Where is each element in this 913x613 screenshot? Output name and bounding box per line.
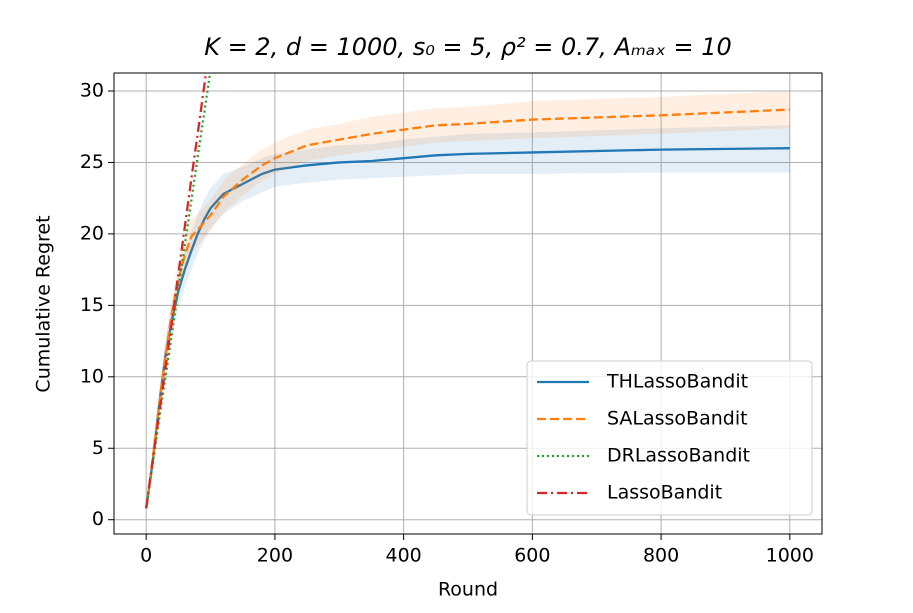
x-tick-label: 0 — [140, 545, 152, 567]
y-tick-label: 15 — [80, 294, 104, 316]
y-tick-label: 20 — [80, 222, 104, 244]
y-axis-label: Cumulative Regret — [33, 215, 55, 392]
plot-area — [145, 73, 790, 510]
confidence-band — [146, 125, 790, 510]
legend-label: DRLassoBandit — [607, 445, 750, 467]
x-tick-label: 400 — [386, 545, 422, 567]
x-tick-label: 1000 — [766, 545, 814, 567]
x-tick-label: 800 — [643, 545, 679, 567]
legend-label: SALassoBandit — [607, 408, 748, 430]
y-tick-label: 0 — [92, 508, 104, 530]
y-tick-label: 30 — [80, 80, 104, 102]
legend-label: LassoBandit — [607, 482, 722, 504]
x-tick-label: 600 — [514, 545, 550, 567]
y-tick-label: 10 — [80, 365, 104, 387]
x-axis-label: Round — [438, 579, 498, 601]
chart-title: K = 2, d = 1000, s₀ = 5, ρ² = 0.7, Aₘₐₓ … — [204, 33, 732, 61]
y-tick-label: 5 — [92, 437, 104, 459]
line — [145, 108, 790, 509]
x-tick-label: 200 — [257, 545, 293, 567]
legend-label: THLassoBandit — [606, 371, 748, 393]
axes-frame — [113, 72, 823, 535]
y-tick-label: 25 — [80, 151, 104, 173]
legend-box — [526, 360, 813, 516]
